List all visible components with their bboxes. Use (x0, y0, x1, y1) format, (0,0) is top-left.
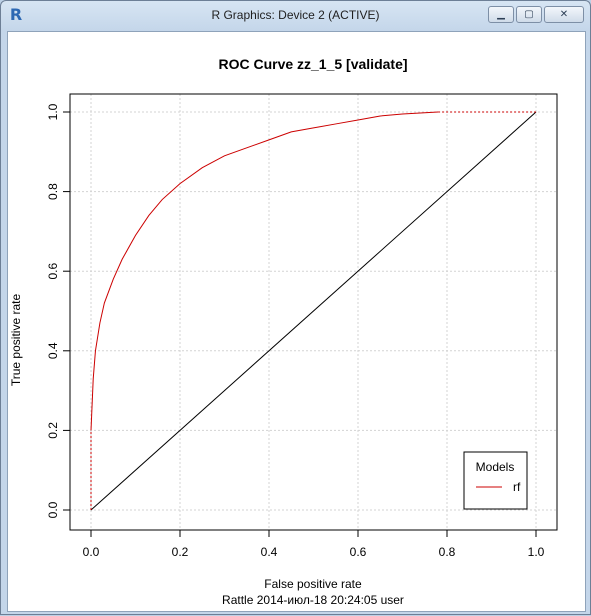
y-axis-label: True positive rate (9, 294, 23, 387)
x-tick-label: 0.8 (439, 545, 456, 559)
window-controls: ▁ ▢ ✕ (488, 6, 584, 23)
x-axis-label: False positive rate (264, 577, 362, 591)
legend-title: Models (476, 460, 515, 474)
plot-canvas: 0.0 0.2 0.4 0.6 0.8 1.0 0.0 0.2 0.4 0.6 0.8 1.0 ROC… (7, 31, 586, 612)
legend-label-rf: rf (513, 480, 521, 494)
legend: Models rf (463, 451, 528, 510)
axes: 0.0 0.2 0.4 0.6 0.8 1.0 0.0 0.2 0.4 0.6 0.8 1.0 (46, 93, 558, 559)
chart-title: ROC Curve zz_1_5 [validate] (218, 56, 407, 72)
y-tick-label: 0.4 (46, 342, 60, 359)
x-tick-label: 0.2 (172, 545, 189, 559)
legend-box (463, 451, 528, 510)
roc-curve-rf (90, 111, 439, 431)
y-tick-label: 0.8 (46, 183, 60, 200)
x-tick-label: 0.6 (350, 545, 367, 559)
chart-subtitle: Rattle 2014-июл-18 20:24:05 user (222, 593, 404, 607)
window-title: R Graphics: Device 2 (ACTIVE) (211, 8, 380, 22)
y-tick-label: 1.0 (46, 103, 60, 120)
y-tick-label: 0.2 (46, 422, 60, 439)
restore-button[interactable]: ▢ (516, 6, 542, 23)
close-button[interactable]: ✕ (544, 6, 584, 23)
x-tick-label: 0.0 (83, 545, 100, 559)
plot-frame (69, 93, 558, 531)
chart-marks (90, 111, 537, 511)
roc-chart: 0.0 0.2 0.4 0.6 0.8 1.0 0.0 0.2 0.4 0.6 0.8 1.0 ROC… (9, 56, 558, 607)
minimize-button[interactable]: ▁ (488, 6, 514, 23)
close-icon: ✕ (559, 9, 569, 20)
restore-icon: ▢ (524, 9, 534, 20)
r-app-icon: R (9, 5, 23, 24)
diagonal-line (90, 111, 537, 511)
minimize-icon: ▁ (497, 9, 505, 20)
x-tick-label: 1.0 (528, 545, 545, 559)
y-tick-label: 0.0 (46, 501, 60, 518)
y-tick-label: 0.6 (46, 263, 60, 280)
title-bar[interactable]: R R Graphics: Device 2 (ACTIVE) ▁ ▢ ✕ (1, 1, 590, 31)
x-tick-label: 0.4 (261, 545, 278, 559)
